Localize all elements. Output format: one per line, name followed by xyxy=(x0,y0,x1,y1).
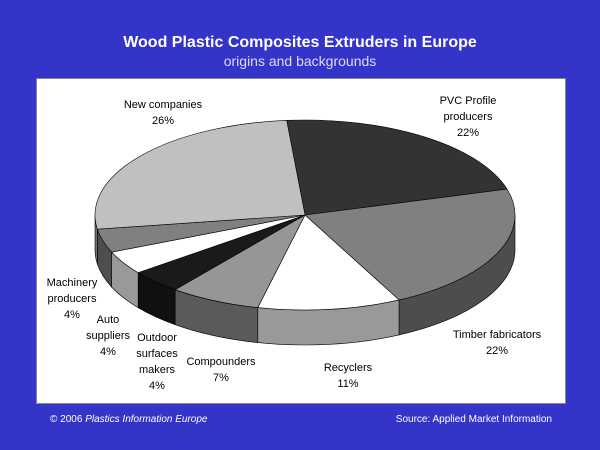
slice-label: New companies 26% xyxy=(108,97,218,129)
category-name: PVC Profile producers xyxy=(439,95,497,123)
value-label: 7% xyxy=(213,372,229,384)
value-label: 4% xyxy=(100,346,116,358)
category-name: Timber fabricators xyxy=(452,329,542,341)
slice-label: Machinery producers 4% xyxy=(37,275,107,323)
publisher: Plastics Information Europe xyxy=(85,414,208,425)
value-label: 22% xyxy=(456,127,480,139)
slice xyxy=(304,188,516,301)
slice-label: Compounders 7% xyxy=(176,354,266,386)
value-label: 11% xyxy=(337,378,359,390)
value-label: 4% xyxy=(64,309,80,321)
slice-label: Timber fabricators 22% xyxy=(437,327,557,359)
slice xyxy=(94,120,306,230)
slice-label: Outdoor surfaces makers 4% xyxy=(131,330,183,394)
slice xyxy=(286,119,508,216)
value-label: 26% xyxy=(151,115,175,127)
category-name: Machinery producers xyxy=(46,277,98,305)
source: Source: Applied Market Information xyxy=(395,414,552,425)
copyright: © 2006 xyxy=(50,414,83,425)
slice-label: Auto suppliers 4% xyxy=(83,312,133,360)
category-name: Recyclers xyxy=(323,362,373,374)
category-name: New companies xyxy=(123,99,203,111)
category-name: Compounders xyxy=(186,356,256,368)
value-label: 22% xyxy=(485,345,509,357)
chart-title: Wood Plastic Composites Extruders in Eur… xyxy=(123,34,477,51)
category-name: Outdoor surfaces makers xyxy=(136,332,178,376)
footer-left: © 2006 Plastics Information Europe xyxy=(50,414,207,425)
slice-label: PVC Profile producers 22% xyxy=(423,93,513,141)
category-name: Auto suppliers xyxy=(85,314,131,342)
chart-subtitle: origins and backgrounds xyxy=(223,53,377,69)
value-label: 4% xyxy=(149,380,165,392)
slice-label: Recyclers 11% xyxy=(308,360,388,392)
